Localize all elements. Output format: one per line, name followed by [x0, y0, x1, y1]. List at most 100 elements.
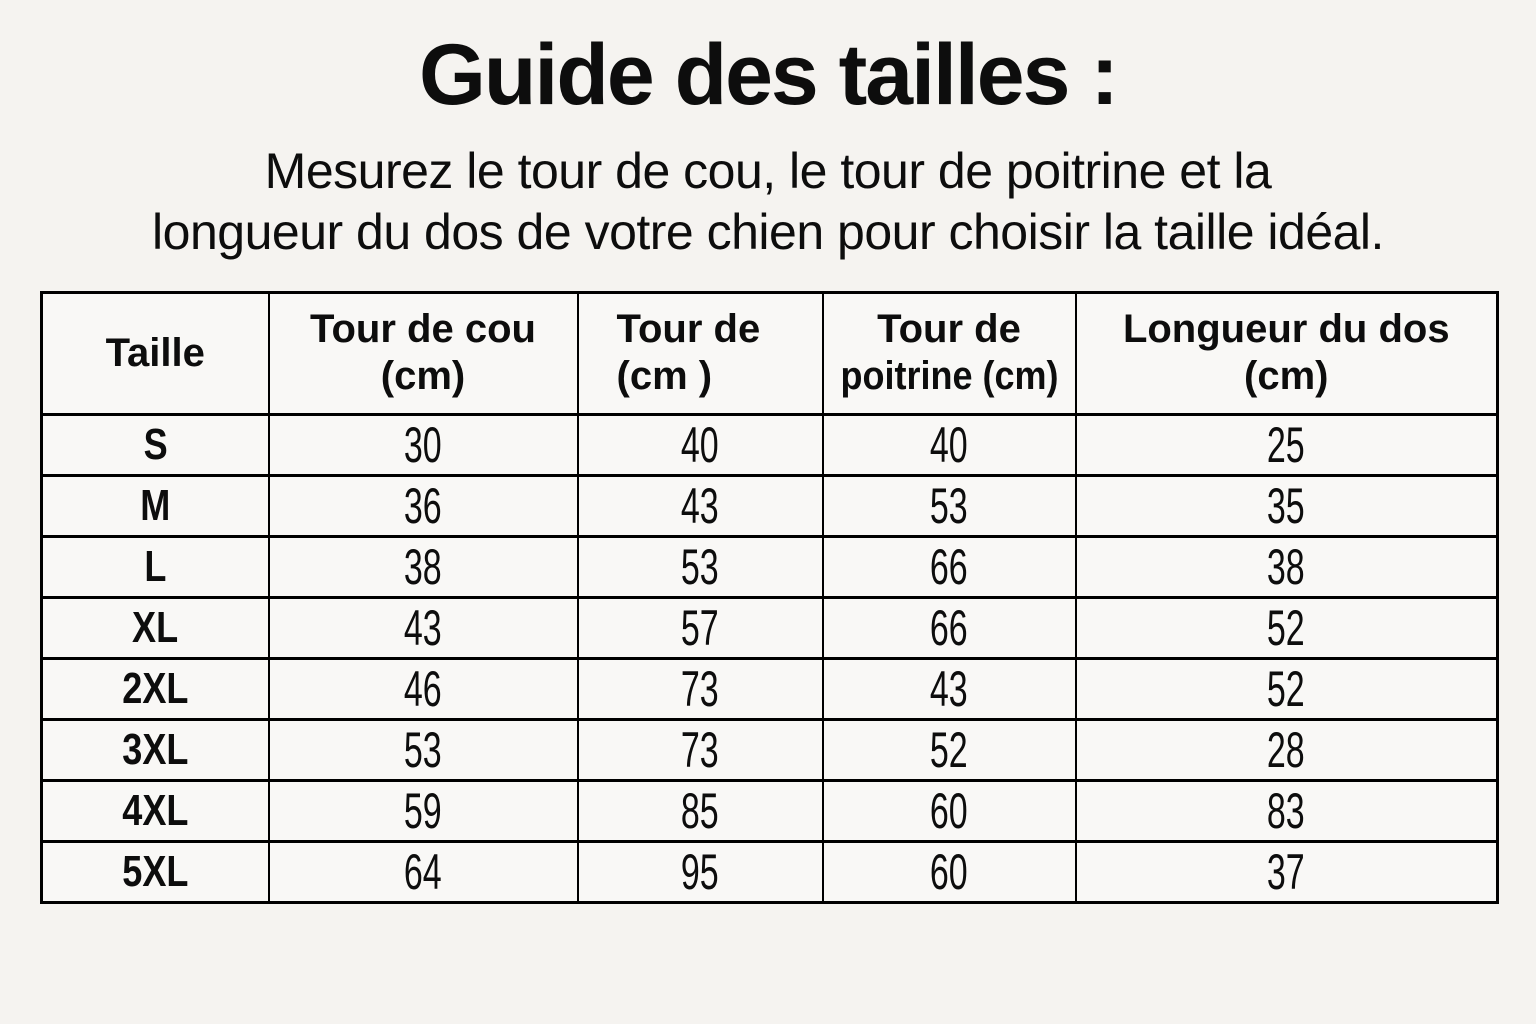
cell-tour-de: 43 — [576, 473, 824, 538]
col-header-tour-de: Tour de (cm ) — [576, 290, 824, 416]
cell-tour-de-cou: 36 — [267, 473, 579, 538]
value-text: 59 — [404, 782, 442, 839]
size-label: 3XL — [122, 724, 189, 774]
value-text: 66 — [930, 599, 968, 656]
header-label: Tour de cou — [310, 306, 536, 351]
value-text: 52 — [1267, 599, 1306, 656]
value-text: 53 — [681, 538, 719, 595]
cell-tour-de-cou: 53 — [267, 717, 579, 782]
value-text: 40 — [930, 416, 968, 473]
value-text: 60 — [930, 843, 968, 900]
value-text: 35 — [1267, 477, 1306, 534]
size-label: S — [143, 419, 168, 469]
size-label: 5XL — [122, 846, 189, 896]
cell-tour-de: 73 — [576, 717, 824, 782]
header-label: Tour de — [616, 306, 761, 351]
table-row: 3XL 53 73 52 28 — [40, 717, 1499, 782]
size-label: 4XL — [122, 785, 189, 835]
table-row: 4XL 59 85 60 83 — [40, 778, 1499, 843]
cell-tour-de: 95 — [576, 839, 824, 904]
cell-longueur-du-dos: 25 — [1074, 412, 1499, 477]
subtitle-line-1: Mesurez le tour de cou, le tour de poitr… — [264, 142, 1272, 199]
value-text: 52 — [1267, 660, 1306, 717]
header-unit: poitrine (cm) — [839, 354, 1058, 399]
value-text: 66 — [930, 538, 968, 595]
value-text: 83 — [1267, 782, 1306, 839]
cell-tour-de-cou: 43 — [267, 595, 579, 660]
value-text: 37 — [1267, 843, 1306, 900]
cell-longueur-du-dos: 52 — [1074, 595, 1499, 660]
value-text: 25 — [1267, 416, 1306, 473]
size-label: 2XL — [122, 663, 189, 713]
value-text: 64 — [404, 843, 442, 900]
value-text: 60 — [930, 782, 968, 839]
col-header-taille: Taille — [40, 290, 270, 416]
header-unit: (cm) — [380, 354, 466, 399]
header-row: Taille Tour de cou (cm) Tour de (cm ) To… — [40, 290, 1499, 416]
value-text: 52 — [930, 721, 968, 778]
header-label: Tour de — [877, 306, 1021, 351]
cell-tour-de-poitrine: 60 — [821, 839, 1077, 904]
cell-tour-de-cou: 30 — [267, 412, 579, 477]
value-text: 40 — [681, 416, 719, 473]
size-label: L — [144, 541, 167, 591]
header-label: Longueur du dos — [1122, 306, 1450, 351]
col-header-tour-de-cou: Tour de cou (cm) — [267, 290, 579, 416]
table-row: 2XL 46 73 43 52 — [40, 656, 1499, 721]
cell-tour-de-poitrine: 60 — [821, 778, 1077, 843]
size-table-body: S 30 40 40 25 M 36 43 53 35 L 38 53 66 3… — [40, 412, 1499, 904]
value-text: 46 — [404, 660, 442, 717]
cell-longueur-du-dos: 38 — [1074, 534, 1499, 599]
value-text: 38 — [1267, 538, 1306, 595]
cell-size: L — [40, 534, 270, 599]
cell-tour-de-poitrine: 53 — [821, 473, 1077, 538]
cell-tour-de-poitrine: 66 — [821, 595, 1077, 660]
value-text: 43 — [681, 477, 719, 534]
value-text: 53 — [930, 477, 968, 534]
cell-longueur-du-dos: 28 — [1074, 717, 1499, 782]
col-header-longueur-du-dos: Longueur du dos (cm) — [1074, 290, 1499, 416]
cell-tour-de-cou: 46 — [267, 656, 579, 721]
value-text: 38 — [404, 538, 442, 595]
table-row: L 38 53 66 38 — [40, 534, 1499, 599]
cell-size: 2XL — [40, 656, 270, 721]
cell-tour-de-poitrine: 66 — [821, 534, 1077, 599]
value-text: 30 — [404, 416, 442, 473]
size-label: M — [140, 480, 171, 530]
cell-size: M — [40, 473, 270, 538]
cell-tour-de: 57 — [576, 595, 824, 660]
cell-size: 5XL — [40, 839, 270, 904]
cell-longueur-du-dos: 35 — [1074, 473, 1499, 538]
value-text: 57 — [681, 599, 719, 656]
value-text: 85 — [681, 782, 719, 839]
size-label: XL — [132, 602, 179, 652]
table-row: 5XL 64 95 60 37 — [40, 839, 1499, 904]
cell-tour-de-poitrine: 52 — [821, 717, 1077, 782]
cell-tour-de: 85 — [576, 778, 824, 843]
cell-longueur-du-dos: 52 — [1074, 656, 1499, 721]
subtitle-line-2: longueur du dos de votre chien pour choi… — [152, 203, 1384, 260]
cell-tour-de-cou: 38 — [267, 534, 579, 599]
cell-tour-de-cou: 59 — [267, 778, 579, 843]
cell-tour-de-poitrine: 40 — [821, 412, 1077, 477]
value-text: 73 — [681, 660, 719, 717]
cell-tour-de: 73 — [576, 656, 824, 721]
cell-size: 3XL — [40, 717, 270, 782]
header-unit: (cm) — [1244, 354, 1329, 399]
size-table-header: Taille Tour de cou (cm) Tour de (cm ) To… — [40, 290, 1499, 416]
value-text: 36 — [404, 477, 442, 534]
value-text: 43 — [930, 660, 968, 717]
header-unit: (cm ) — [616, 354, 713, 399]
value-text: 73 — [681, 721, 719, 778]
cell-longueur-du-dos: 83 — [1074, 778, 1499, 843]
cell-tour-de-poitrine: 43 — [821, 656, 1077, 721]
cell-longueur-du-dos: 37 — [1074, 839, 1499, 904]
value-text: 53 — [404, 721, 442, 778]
size-table: Taille Tour de cou (cm) Tour de (cm ) To… — [40, 290, 1499, 904]
page-title: Guide des tailles : — [419, 27, 1119, 123]
cell-tour-de: 53 — [576, 534, 824, 599]
cell-tour-de-cou: 64 — [267, 839, 579, 904]
table-row: S 30 40 40 25 — [40, 412, 1499, 477]
cell-size: XL — [40, 595, 270, 660]
